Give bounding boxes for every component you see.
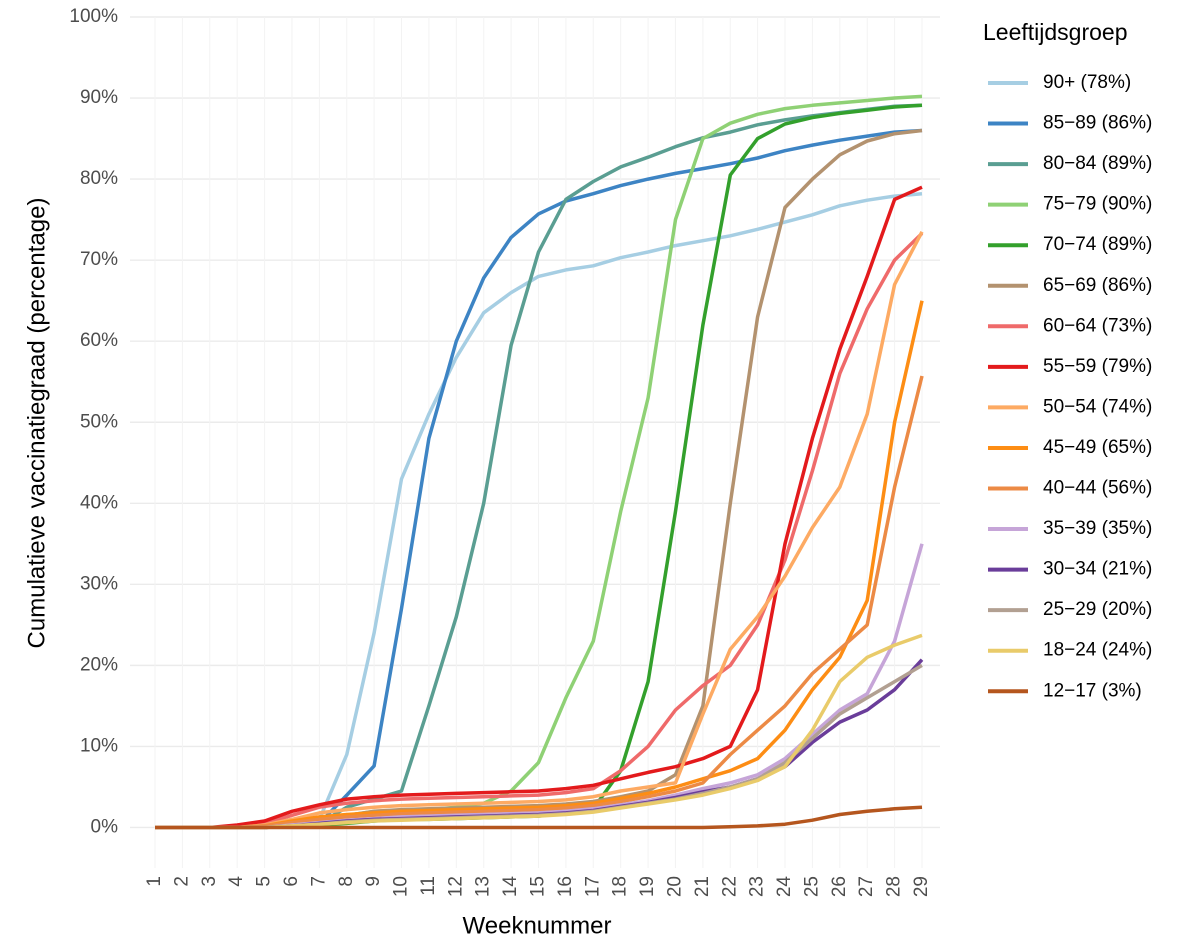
x-tick-label: 25 xyxy=(801,876,822,897)
x-tick-label: 24 xyxy=(774,876,795,898)
x-tick-label: 2 xyxy=(171,876,192,887)
legend-label: 55−59 (79%) xyxy=(1043,356,1152,377)
x-tick-label: 11 xyxy=(418,876,439,896)
y-tick-label: 70% xyxy=(80,249,118,270)
x-tick-label: 19 xyxy=(637,876,658,897)
x-tick-label: 9 xyxy=(363,876,384,887)
x-tick-label: 4 xyxy=(226,876,247,887)
legend-label: 12−17 (3%) xyxy=(1043,680,1142,701)
y-tick-label: 60% xyxy=(80,330,118,351)
legend-label: 90+ (78%) xyxy=(1043,72,1131,93)
x-tick-label: 26 xyxy=(829,876,850,897)
x-tick-label: 7 xyxy=(308,876,329,887)
x-tick-label: 3 xyxy=(199,876,220,887)
x-tick-label: 27 xyxy=(856,876,877,897)
x-tick-label: 15 xyxy=(528,876,549,897)
legend-label: 70−74 (89%) xyxy=(1043,234,1152,255)
y-tick-label: 100% xyxy=(69,6,118,27)
x-tick-label: 6 xyxy=(281,876,302,887)
legend-label: 18−24 (24%) xyxy=(1043,640,1152,661)
x-tick-label: 20 xyxy=(664,876,685,897)
legend-label: 65−69 (86%) xyxy=(1043,275,1152,296)
y-axis-title: Cumulatieve vaccinatiegraad (percentage) xyxy=(23,198,50,649)
y-tick-label: 20% xyxy=(80,654,118,675)
legend-label: 80−84 (89%) xyxy=(1043,153,1152,174)
x-tick-label: 8 xyxy=(336,876,357,887)
series-line xyxy=(155,805,923,830)
y-tick-label: 80% xyxy=(80,168,118,189)
x-tick-label: 22 xyxy=(719,876,740,897)
legend-label: 60−64 (73%) xyxy=(1043,315,1152,336)
y-tick-label: 10% xyxy=(80,735,118,756)
x-tick-label: 21 xyxy=(692,876,713,897)
x-tick-label: 18 xyxy=(610,876,631,897)
x-tick-label: 14 xyxy=(500,876,521,898)
y-tick-label: 0% xyxy=(91,816,119,837)
legend-label: 30−34 (21%) xyxy=(1043,559,1152,580)
legend-label: 45−49 (65%) xyxy=(1043,437,1152,458)
y-tick-label: 30% xyxy=(80,573,118,594)
x-tick-label: 29 xyxy=(911,876,932,897)
legend-label: 75−79 (90%) xyxy=(1043,194,1152,215)
x-tick-label: 5 xyxy=(254,876,275,887)
legend-label: 85−89 (86%) xyxy=(1043,113,1152,134)
legend-label: 40−44 (56%) xyxy=(1043,478,1152,499)
lines xyxy=(155,94,924,830)
x-axis-title: Weeknummer xyxy=(463,912,612,939)
x-tick-label: 17 xyxy=(582,876,603,897)
grid xyxy=(130,16,940,868)
y-tick-label: 40% xyxy=(80,492,118,513)
x-tick-label: 10 xyxy=(391,876,412,897)
legend-label: 50−54 (74%) xyxy=(1043,396,1152,417)
x-tick-label: 12 xyxy=(445,876,466,897)
x-tick-label: 23 xyxy=(747,876,768,897)
x-tick-label: 13 xyxy=(473,876,494,897)
legend-label: 35−39 (35%) xyxy=(1043,518,1152,539)
x-tick-label: 28 xyxy=(884,876,905,897)
series-line xyxy=(155,232,924,830)
series-line xyxy=(155,375,924,830)
x-tick-label: 1 xyxy=(144,876,165,887)
x-tick-label: 16 xyxy=(555,876,576,897)
y-tick-label: 90% xyxy=(80,87,118,108)
legend-label: 25−29 (20%) xyxy=(1043,599,1152,620)
y-tick-label: 50% xyxy=(80,411,118,432)
legend-title: Leeftijdsgroep xyxy=(983,19,1128,45)
series-line xyxy=(155,185,923,830)
